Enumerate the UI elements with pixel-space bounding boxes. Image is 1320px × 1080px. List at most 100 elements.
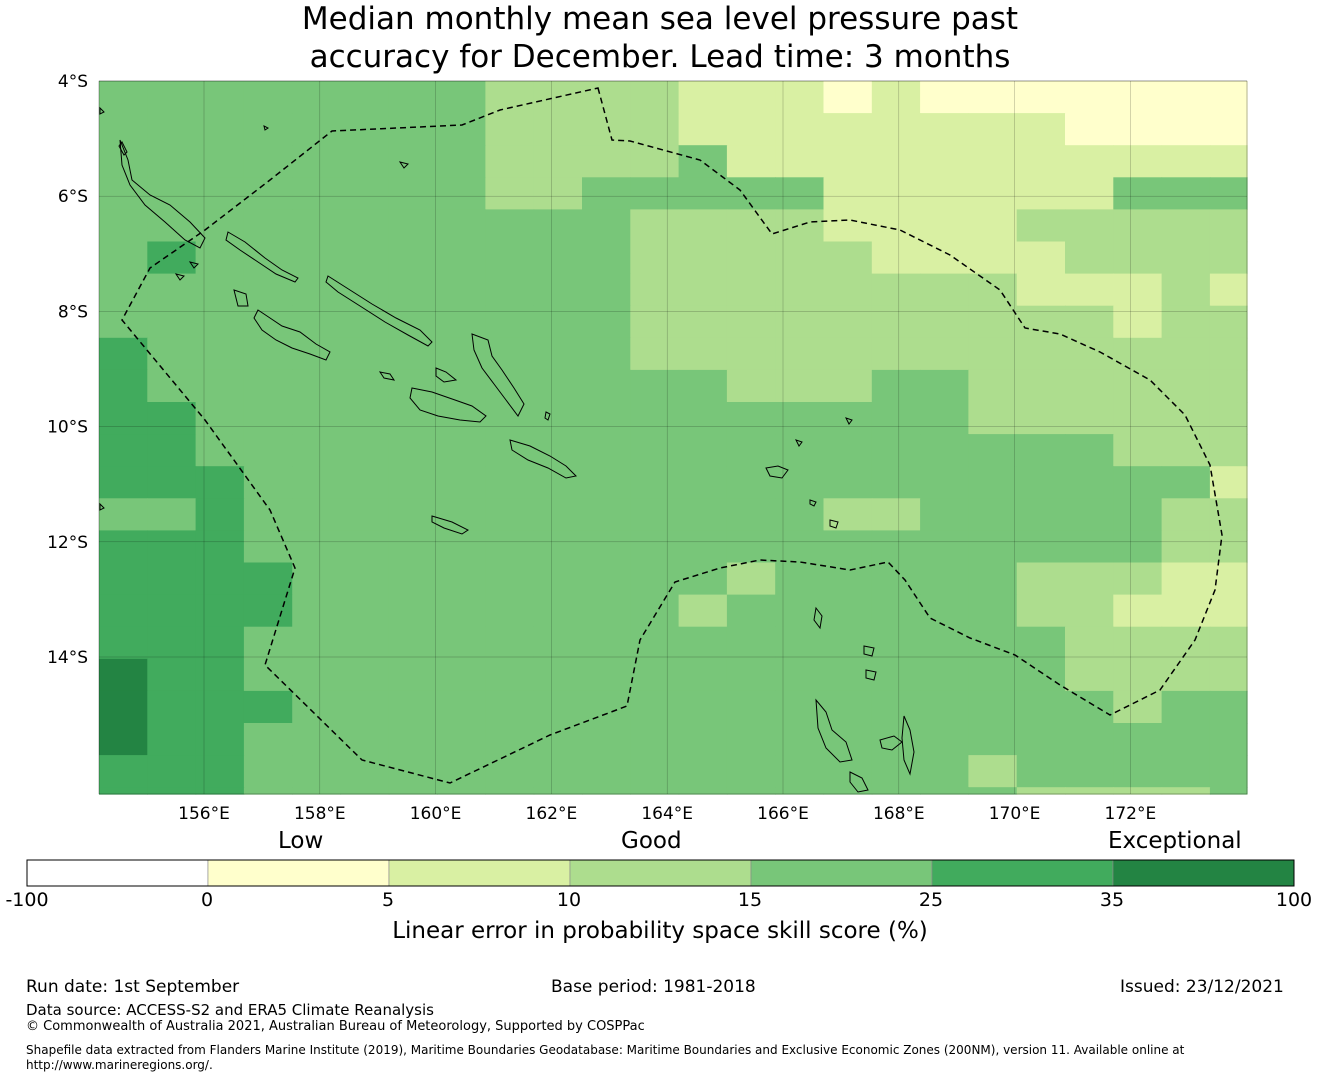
skill-cell (147, 626, 197, 660)
skill-cell (582, 305, 631, 339)
skill-cell (1209, 145, 1248, 178)
title-line-2: accuracy for December. Lead time: 3 mont… (309, 39, 1011, 75)
skill-cell (485, 402, 535, 435)
skill-cell (968, 402, 1018, 435)
island-ontong-java (398, 161, 409, 169)
island-efate (879, 735, 903, 751)
skill-cell (871, 626, 921, 660)
skill-cell (485, 787, 535, 795)
map-gridlines (99, 80, 1247, 794)
skill-cell (292, 755, 342, 788)
skill-cell (582, 787, 631, 795)
skill-cell (1065, 273, 1114, 307)
skill-cell (99, 145, 148, 178)
skill-cell (195, 787, 245, 795)
skill-cell (920, 113, 969, 146)
skill-cell (533, 434, 583, 467)
skill-cell (775, 498, 825, 531)
copyright: © Commonwealth of Australia 2021, Austra… (26, 1019, 645, 1034)
skill-cell (1161, 626, 1211, 660)
skill-cell (340, 594, 390, 628)
skill-cell (582, 498, 631, 531)
skill-cell (1065, 145, 1114, 178)
shapefile-note: Shapefile data extracted from Flanders M… (26, 1043, 1185, 1072)
skill-cell (292, 209, 342, 243)
skill-cell (147, 498, 197, 531)
skill-cell (99, 466, 148, 499)
skill-cell (195, 723, 245, 756)
skill-cell (920, 305, 969, 339)
island-treasury (188, 261, 199, 269)
skill-cell (147, 177, 197, 210)
skill-cell (1065, 755, 1114, 788)
colorbar-tick-label: 100 (1275, 889, 1313, 911)
skill-cell (533, 209, 583, 243)
skill-cell (292, 273, 342, 307)
skill-cell (726, 466, 776, 499)
skill-cell (1113, 434, 1163, 467)
skill-cell (1113, 690, 1163, 724)
skill-cell (630, 658, 680, 692)
skill-cell (533, 177, 583, 210)
skill-cell (388, 145, 438, 178)
skill-cell (920, 755, 969, 788)
skill-cell (195, 530, 245, 564)
skill-cell (388, 594, 438, 628)
skill-cell (292, 787, 342, 795)
skill-cell (437, 81, 486, 114)
skill-cell (533, 337, 583, 371)
skill-cell (630, 723, 680, 756)
skill-cell (1209, 113, 1248, 146)
skill-cell (1113, 626, 1163, 660)
skill-cell (292, 658, 342, 692)
skill-cell (388, 113, 438, 146)
skill-cell (388, 81, 438, 114)
skill-cell (292, 434, 342, 467)
skill-cell (437, 305, 486, 339)
skill-cell (1113, 755, 1163, 788)
skill-cell (1113, 369, 1163, 403)
skill-cell (388, 530, 438, 564)
skill-cell (630, 787, 680, 795)
skill-cell (243, 369, 293, 403)
skill-cell (823, 690, 873, 724)
skill-cell (630, 498, 680, 531)
skill-cell (823, 594, 873, 628)
skill-cell (1065, 690, 1114, 724)
skill-cell (871, 273, 921, 307)
skill-cell (582, 626, 631, 660)
skill-cell (292, 498, 342, 531)
skill-cell (630, 337, 680, 371)
latitude-tick-label: 14°S (47, 648, 88, 668)
title-line-1: Median monthly mean sea level pressure p… (301, 1, 1019, 37)
latitude-tick-label: 12°S (47, 533, 88, 553)
skill-cell (920, 530, 969, 564)
skill-cell (292, 402, 342, 435)
skill-cell (1209, 787, 1248, 795)
skill-cell (292, 562, 342, 596)
skill-cell (920, 562, 969, 596)
category-exceptional-label: Exceptional (1108, 828, 1242, 854)
skill-cell (582, 434, 631, 467)
skill-cell (437, 369, 486, 403)
skill-cell (823, 273, 873, 307)
skill-cell (775, 626, 825, 660)
skill-cell (775, 402, 825, 435)
skill-cell (243, 209, 293, 243)
skill-cell (871, 177, 921, 210)
skill-cell (1161, 177, 1211, 210)
island-malakula (901, 715, 915, 776)
data-source: Data source: ACCESS-S2 and ERA5 Climate … (26, 1001, 434, 1019)
skill-cell (968, 177, 1018, 210)
skill-cell (1016, 241, 1066, 275)
skill-cell (871, 562, 921, 596)
skill-cell (1065, 241, 1114, 275)
skill-cell (1016, 81, 1066, 114)
skill-cell (1161, 273, 1211, 307)
skill-cell (195, 690, 245, 724)
skill-cell (195, 81, 245, 114)
skill-cell (968, 787, 1018, 795)
skill-cell (582, 530, 631, 564)
island-santa-isabel (325, 275, 433, 347)
